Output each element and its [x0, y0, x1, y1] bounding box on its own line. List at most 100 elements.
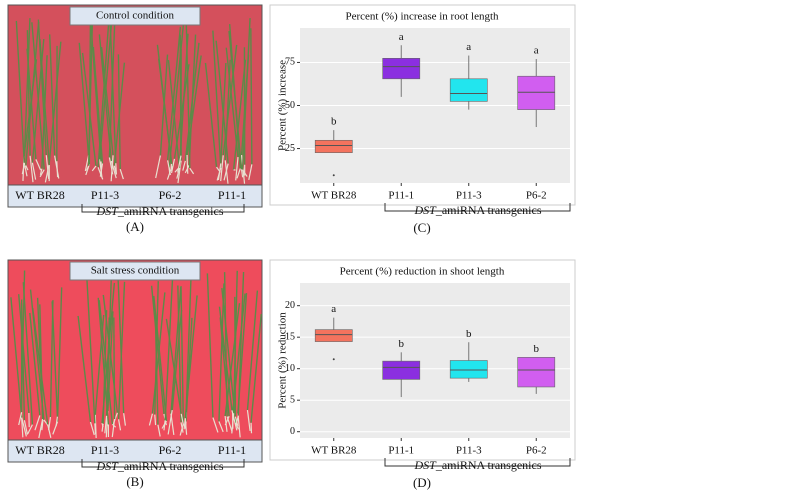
- leaf: [39, 304, 44, 420]
- leaf: [222, 44, 238, 156]
- root: [86, 165, 90, 171]
- root: [180, 413, 185, 426]
- leaf: [150, 285, 165, 415]
- leaf: [237, 271, 245, 416]
- leaf: [166, 26, 182, 161]
- leaf: [17, 294, 30, 414]
- group-label: DST_amiRNA transgenics: [96, 459, 224, 473]
- root: [108, 157, 114, 175]
- box: [517, 75, 556, 110]
- root: [148, 413, 154, 426]
- photo-label: P11-3: [91, 443, 119, 457]
- group-label-gene: DST: [96, 459, 120, 473]
- box: [314, 139, 353, 153]
- significance-letter: a: [466, 41, 471, 53]
- root: [18, 412, 23, 426]
- root: [21, 417, 27, 437]
- leaf: [97, 23, 110, 168]
- root: [177, 160, 182, 184]
- leaf: [29, 312, 41, 416]
- significance-letter: a: [399, 31, 404, 43]
- group-label: DST_amiRNA transgenics: [414, 458, 542, 472]
- group-label-gene: DST: [96, 204, 120, 218]
- leaf: [168, 18, 185, 168]
- y-tick-label: 15: [285, 331, 295, 342]
- root: [231, 410, 238, 431]
- y-tick-label: 25: [285, 143, 295, 154]
- root: [35, 159, 42, 171]
- root: [25, 165, 29, 171]
- leaf: [180, 286, 185, 424]
- group-label: DST_amiRNA transgenics: [96, 204, 224, 218]
- x-tick-label: P6-2: [526, 190, 547, 202]
- root: [101, 423, 104, 432]
- root: [163, 420, 166, 431]
- root: [97, 167, 104, 180]
- group-label: DST_amiRNA transgenics: [414, 203, 542, 217]
- root: [84, 155, 90, 172]
- root: [157, 424, 161, 437]
- x-tick-label: P11-1: [388, 190, 414, 202]
- root: [115, 163, 117, 175]
- y-axis-label: Percent (%) increase: [277, 60, 289, 151]
- y-tick-label: 10: [285, 363, 295, 374]
- leaf: [204, 62, 218, 168]
- root: [89, 421, 95, 436]
- group-label-gene: DST: [414, 458, 438, 472]
- root: [154, 414, 157, 426]
- leaf: [171, 309, 183, 411]
- leaf: [48, 41, 62, 164]
- box: [382, 58, 421, 80]
- x-tick-label: WT BR28: [311, 445, 357, 457]
- leaf: [220, 62, 227, 164]
- label-bar: [7, 184, 263, 208]
- root: [177, 155, 182, 173]
- leaf: [232, 59, 247, 170]
- leaf: [206, 273, 214, 418]
- leaf: [113, 62, 126, 166]
- root: [224, 416, 230, 426]
- leaf: [224, 59, 231, 161]
- group-label-rest: _amiRNA transgenics: [435, 458, 542, 472]
- photo-title: Salt stress condition: [91, 265, 180, 277]
- caption: (C): [413, 220, 430, 235]
- leaf: [170, 287, 182, 414]
- box: [449, 360, 488, 379]
- root: [224, 160, 229, 184]
- leaf: [218, 306, 233, 411]
- leaf: [77, 315, 92, 423]
- significance-letter: a: [534, 45, 539, 57]
- root: [236, 168, 241, 179]
- leaf: [219, 317, 230, 417]
- leaf: [151, 292, 166, 414]
- photo-label: WT BR28: [15, 443, 64, 457]
- root: [44, 163, 50, 183]
- y-tick-label: 20: [285, 300, 295, 311]
- root: [179, 423, 184, 436]
- title-bg: [69, 6, 201, 26]
- x-tick-label: P6-2: [526, 445, 547, 457]
- leaf: [92, 46, 104, 164]
- root: [112, 423, 117, 428]
- root: [38, 418, 44, 439]
- caption: (B): [126, 474, 143, 489]
- leaf: [250, 314, 262, 423]
- root: [34, 415, 41, 431]
- leaf: [113, 317, 116, 420]
- root: [123, 413, 126, 426]
- root: [155, 155, 161, 179]
- root: [189, 167, 195, 175]
- leaf: [22, 282, 34, 425]
- bracket: [81, 204, 245, 213]
- root: [186, 155, 189, 174]
- x-tick-label: P11-3: [456, 190, 482, 202]
- significance-letter: b: [534, 343, 540, 355]
- root: [117, 419, 122, 431]
- group-label-rest: _amiRNA transgenics: [435, 203, 542, 217]
- leaf: [102, 310, 108, 424]
- leaf: [108, 16, 116, 158]
- leaf: [218, 283, 225, 422]
- leaf: [25, 21, 40, 166]
- significance-letter: b: [331, 116, 337, 128]
- leaf: [165, 318, 182, 414]
